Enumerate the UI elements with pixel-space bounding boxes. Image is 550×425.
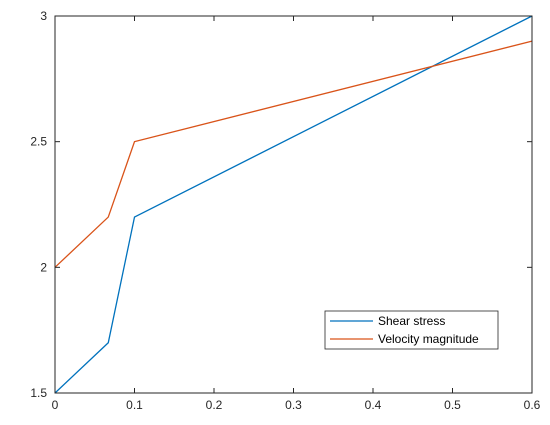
x-tick-label: 0.4 (365, 398, 382, 412)
series-layer (54, 15, 533, 394)
legend-label-velocity-magnitude: Velocity magnitude (378, 332, 479, 346)
x-tick-label: 0 (52, 398, 59, 412)
legend: Shear stress Velocity magnitude (324, 310, 499, 350)
x-tick-label: 0.1 (126, 398, 143, 412)
legend-label-shear-stress: Shear stress (378, 314, 445, 328)
series-line-shear-stress (54, 15, 533, 394)
series-line-velocity-magnitude (54, 40, 533, 268)
x-tick-label: 0.6 (524, 398, 541, 412)
y-tick-label: 3 (40, 9, 47, 23)
x-tick-label: 0.2 (206, 398, 223, 412)
x-tick-label: 0.3 (285, 398, 302, 412)
x-tick-label: 0.5 (444, 398, 461, 412)
y-tick-label: 2 (40, 260, 47, 274)
legend-box (324, 310, 499, 350)
y-tick-label: 1.5 (30, 386, 47, 400)
ticks-layer: 0 0.1 0.2 0.3 0.4 0.5 0.6 1.5 2 2.5 3 (30, 9, 540, 412)
y-tick-label: 2.5 (30, 135, 47, 149)
